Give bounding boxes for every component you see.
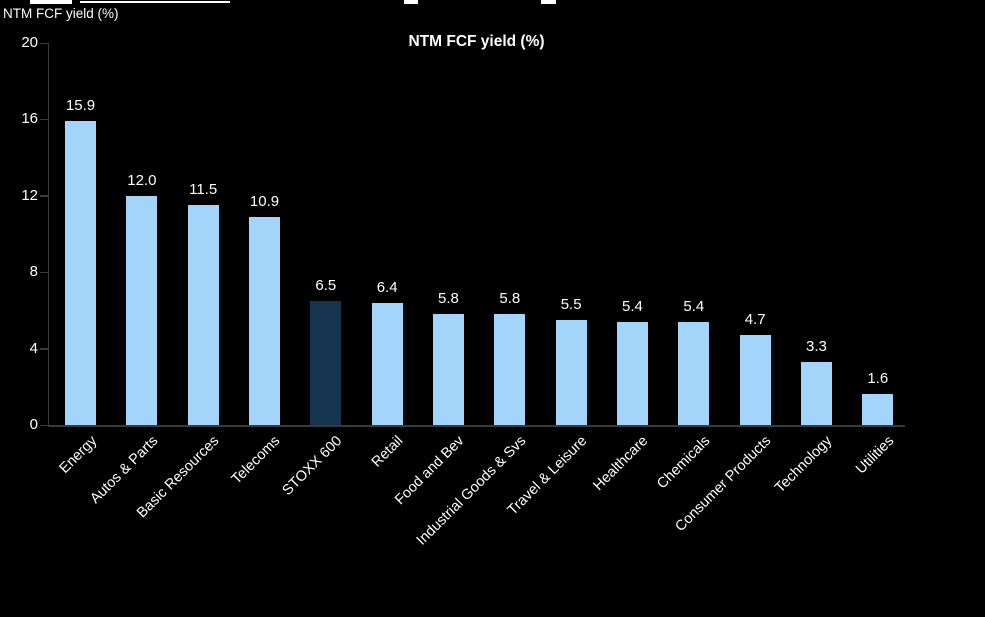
y-axis-tick-label: 16 <box>21 110 38 128</box>
bar <box>800 361 832 425</box>
cropped-text-remnant <box>30 0 72 4</box>
bar-value-label: 5.8 <box>438 290 459 308</box>
y-axis-tick-mark <box>40 195 48 197</box>
bar-value-label: 5.5 <box>560 295 582 313</box>
chart-title: NTM FCF yield (%) <box>408 33 545 50</box>
bar <box>678 321 710 425</box>
bar-value-label: 6.4 <box>376 278 398 296</box>
x-axis-line <box>48 425 905 427</box>
bar-value-label: 3.3 <box>806 337 827 355</box>
bar-value-label: 6.5 <box>315 276 337 294</box>
bar <box>432 314 464 425</box>
bar <box>65 121 96 425</box>
cropped-text-remnant <box>404 0 418 4</box>
bar-value-label: 5.4 <box>683 297 705 315</box>
bar-value-label: 10.9 <box>249 192 280 210</box>
bar <box>310 300 342 425</box>
bar-value-label: 1.6 <box>867 370 889 388</box>
y-axis-tick-label: 0 <box>29 416 38 433</box>
y-axis-unit-label: NTM FCF yield (%) <box>3 6 119 21</box>
cropped-text-remnant <box>541 0 556 4</box>
y-axis-tick-mark <box>40 271 48 274</box>
bar <box>187 205 219 425</box>
bar <box>862 394 894 425</box>
bar <box>371 302 403 425</box>
bar <box>616 321 648 425</box>
y-axis-tick-label: 4 <box>29 339 38 357</box>
bar <box>494 314 526 425</box>
y-axis-tick-label: 12 <box>21 186 38 204</box>
y-axis-tick-label: 8 <box>29 263 38 281</box>
y-axis-tick-mark <box>40 118 48 121</box>
cropped-text-remnant <box>80 1 230 3</box>
bar-value-label: 15.9 <box>65 97 96 115</box>
bar <box>126 195 158 425</box>
y-axis-tick-mark <box>40 42 48 44</box>
bar-value-label: 11.5 <box>189 181 218 199</box>
bar <box>739 335 771 425</box>
y-axis-tick-mark <box>40 348 48 350</box>
bar-value-label: 5.4 <box>622 297 643 315</box>
bar-value-label: 5.8 <box>499 290 521 308</box>
bar-value-label: 12.0 <box>127 171 157 189</box>
bar <box>555 319 587 425</box>
y-axis-line <box>48 43 49 425</box>
bar-value-label: 4.7 <box>744 311 766 329</box>
y-axis-tick-mark <box>40 424 48 426</box>
bar <box>248 216 280 425</box>
y-axis-tick-label: 20 <box>21 34 38 51</box>
